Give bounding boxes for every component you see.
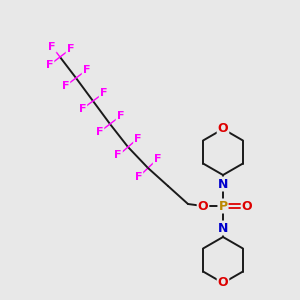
Text: F: F bbox=[46, 60, 53, 70]
Text: O: O bbox=[218, 277, 228, 290]
Text: F: F bbox=[154, 154, 161, 164]
Text: O: O bbox=[218, 122, 228, 136]
Text: F: F bbox=[48, 42, 56, 52]
Text: N: N bbox=[218, 221, 228, 235]
Text: F: F bbox=[83, 65, 90, 75]
Text: F: F bbox=[67, 44, 74, 54]
Text: F: F bbox=[79, 104, 86, 114]
Text: N: N bbox=[218, 178, 228, 190]
Text: F: F bbox=[117, 111, 124, 121]
Text: F: F bbox=[134, 134, 142, 143]
Text: O: O bbox=[198, 200, 208, 212]
Text: P: P bbox=[218, 200, 228, 212]
Text: F: F bbox=[114, 151, 122, 160]
Text: F: F bbox=[96, 127, 103, 137]
Text: F: F bbox=[100, 88, 107, 98]
Text: O: O bbox=[242, 200, 252, 212]
Text: F: F bbox=[135, 172, 142, 182]
Text: F: F bbox=[62, 81, 69, 91]
